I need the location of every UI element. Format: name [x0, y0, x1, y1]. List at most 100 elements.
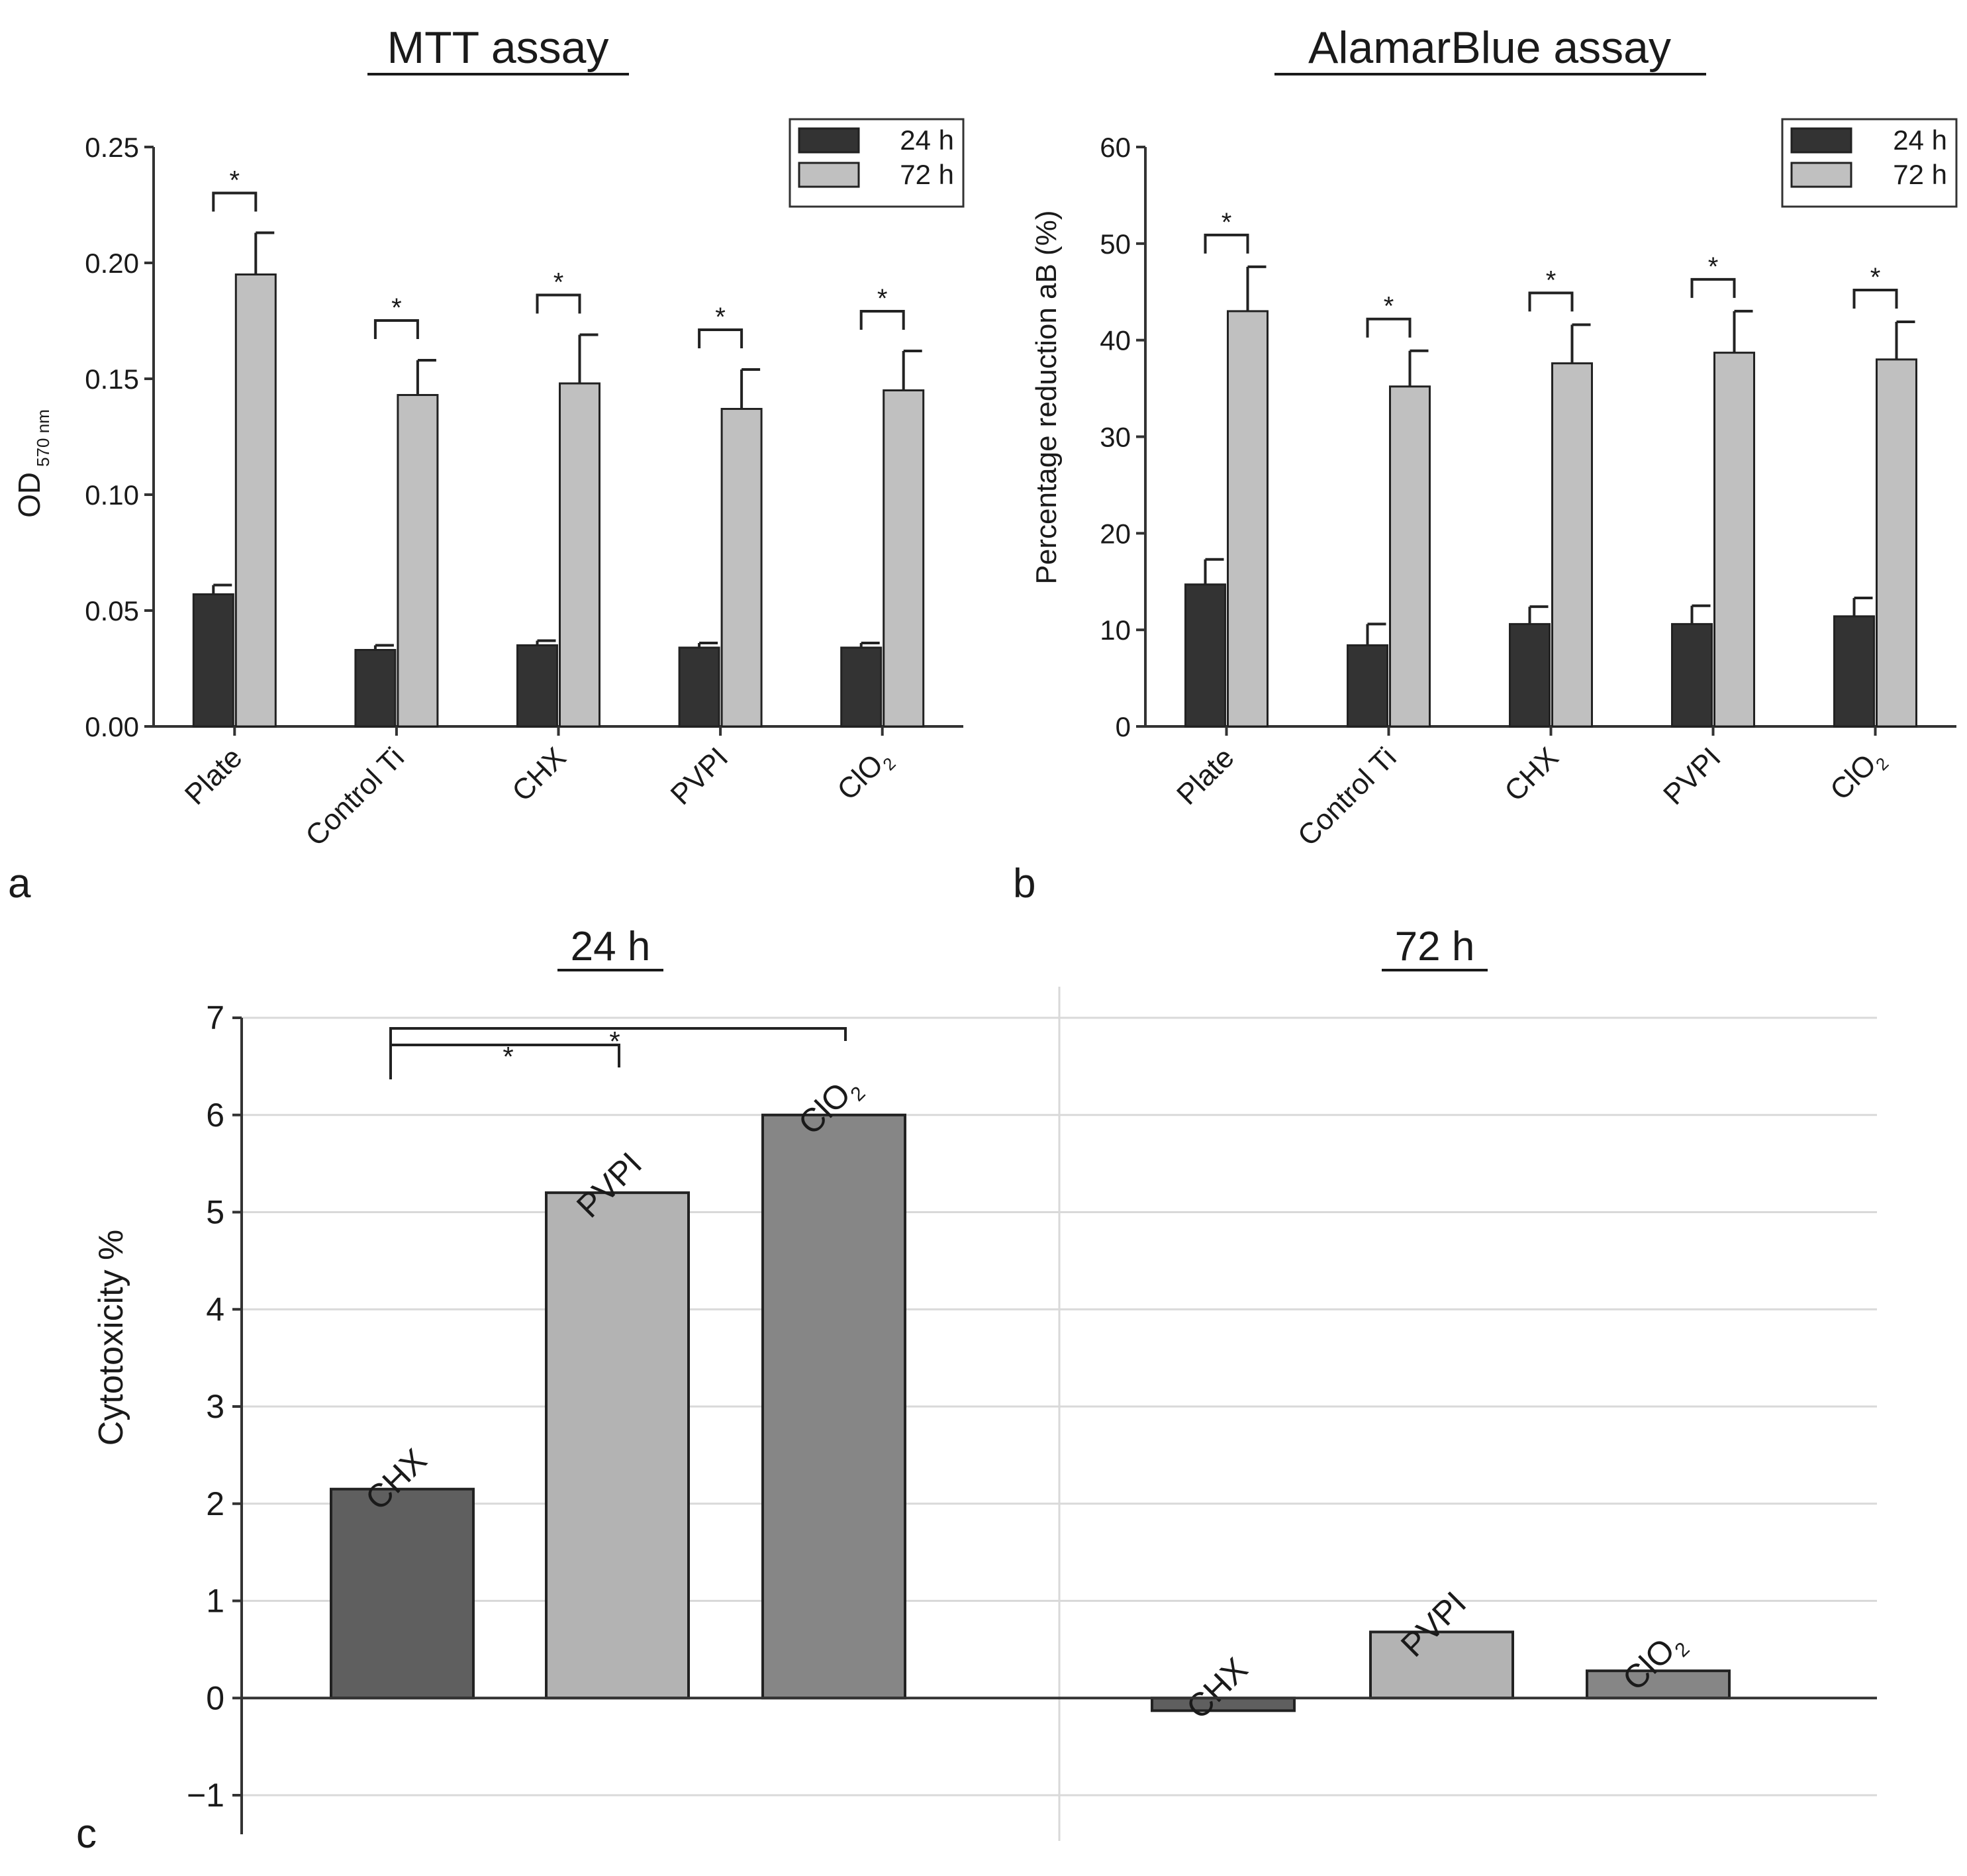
group-title: 24 h [571, 924, 651, 969]
x-tick-label: PVPI [665, 741, 735, 811]
bar-72h [234, 273, 277, 728]
y-tick-label: 0.10 [85, 479, 139, 511]
bar-24h [1509, 622, 1551, 728]
legend-label: 72 h [900, 159, 954, 190]
cytotoxicity-bar [761, 1113, 906, 1700]
significance-bracket [389, 1044, 620, 1076]
significance-star: * [1546, 266, 1557, 295]
y-tick-label: 4 [206, 1291, 224, 1328]
panel-b-y-axis-label: Percentage reduction aB (%) [1030, 211, 1063, 585]
significance-star: * [877, 284, 888, 313]
y-tick-label: 3 [206, 1388, 224, 1425]
y-tick-label: 0 [206, 1679, 224, 1716]
legend-label: 72 h [1893, 159, 1947, 190]
bar-24h [840, 646, 883, 728]
panel-a-y-axis-label-main: OD [12, 472, 46, 518]
panel-a-y-axis-label-sub: 570 nm [33, 409, 53, 467]
panel-c-y-axis-label: Cytotoxicity % [92, 1230, 130, 1446]
bar-24h [192, 593, 234, 728]
x-tick-label: CHX [1498, 741, 1564, 807]
bar-24h [1184, 583, 1226, 728]
panel-a-chart: 0.00 0.05 0.10 0.15 0.20 0.25 * Plate * Control T… [85, 118, 965, 852]
y-tick-label: 1 [206, 1583, 224, 1620]
bar-24h [678, 646, 720, 728]
panel-a-y-axis-label: OD 570 nm [12, 409, 53, 518]
y-tick-label: 0.00 [85, 711, 139, 742]
significance-bracket [859, 310, 905, 330]
significance-star: * [1222, 208, 1232, 237]
bar-72h [1389, 385, 1431, 728]
legend-swatch [798, 127, 860, 154]
significance-star: * [1870, 263, 1881, 292]
significance-star: * [503, 1041, 513, 1072]
cytotoxicity-bar [1586, 1669, 1731, 1700]
y-tick-label: 6 [206, 1097, 224, 1134]
y-tick-label: 0.15 [85, 364, 139, 395]
cytotoxicity-bar [1369, 1630, 1514, 1700]
y-tick-label: 40 [1100, 325, 1131, 356]
panel-c-letter: c [76, 1811, 97, 1857]
significance-star: * [1384, 292, 1394, 321]
y-tick-label: 7 [206, 999, 224, 1036]
significance-star: * [715, 303, 726, 332]
y-tick-label: 5 [206, 1194, 224, 1231]
legend-swatch [1790, 162, 1852, 188]
y-tick-label: 0.25 [85, 132, 139, 163]
significance-bracket [536, 293, 581, 314]
legend-label: 24 h [1893, 124, 1947, 156]
significance-star: * [1708, 252, 1719, 281]
legend-swatch [798, 162, 860, 188]
bar-24h [1833, 615, 1875, 728]
significance-star: * [609, 1026, 620, 1057]
x-tick-label: ClO2 [831, 741, 899, 809]
y-tick-label: 0 [1116, 711, 1131, 742]
significance-bracket [1366, 317, 1412, 338]
significance-bracket [1690, 277, 1736, 298]
panel-a-title: MTT assay [387, 23, 608, 73]
significance-bracket [1852, 288, 1898, 309]
significance-bracket [1528, 291, 1574, 312]
y-tick-label: 10 [1100, 615, 1131, 646]
panel-a-letter: a [8, 861, 31, 907]
bar-72h [1713, 352, 1755, 728]
x-tick-label: PVPI [1657, 741, 1727, 811]
bar-24h [1671, 622, 1713, 728]
x-tick-label: Control Ti [1292, 741, 1403, 852]
significance-star: * [230, 166, 240, 195]
significance-star: * [553, 268, 564, 297]
y-tick-label: 50 [1100, 228, 1131, 260]
bar-label: CHX [1179, 1650, 1255, 1726]
bar-72h [1551, 362, 1593, 728]
y-tick-label: 20 [1100, 518, 1131, 549]
x-tick-label: ClO2 [1824, 741, 1892, 809]
y-tick-label: 0.05 [85, 595, 139, 626]
legend-label: 24 h [900, 124, 954, 156]
bar-72h [883, 389, 925, 728]
y-tick-label: −1 [187, 1777, 224, 1814]
significance-bracket [373, 319, 419, 339]
significance-star: * [391, 293, 402, 322]
bar-24h [354, 649, 397, 728]
cytotoxicity-bar [330, 1487, 475, 1700]
y-tick-label: 30 [1100, 422, 1131, 453]
bar-72h [559, 382, 600, 728]
group-title: 72 h [1395, 924, 1475, 969]
bar-72h [397, 394, 439, 728]
cytotoxicity-bar [545, 1191, 690, 1700]
x-tick-label: Control Ti [299, 741, 410, 852]
y-tick-label: 2 [206, 1485, 224, 1522]
bar-72h [1227, 310, 1269, 728]
bar-72h [1876, 358, 1917, 728]
y-tick-label: 60 [1100, 132, 1131, 163]
significance-bracket [212, 191, 258, 212]
legend-swatch [1790, 127, 1852, 154]
x-tick-label: Plate [179, 741, 249, 811]
bar-24h [516, 644, 558, 728]
panel-b-letter: b [1013, 861, 1035, 907]
bar-24h [1347, 644, 1388, 728]
panel-b-chart: 0 10 20 30 40 50 60 * Plate * Control Ti * CHX * PVPI *… [1100, 118, 1958, 852]
bar-72h [720, 408, 763, 728]
y-tick-label: 0.20 [85, 248, 139, 279]
